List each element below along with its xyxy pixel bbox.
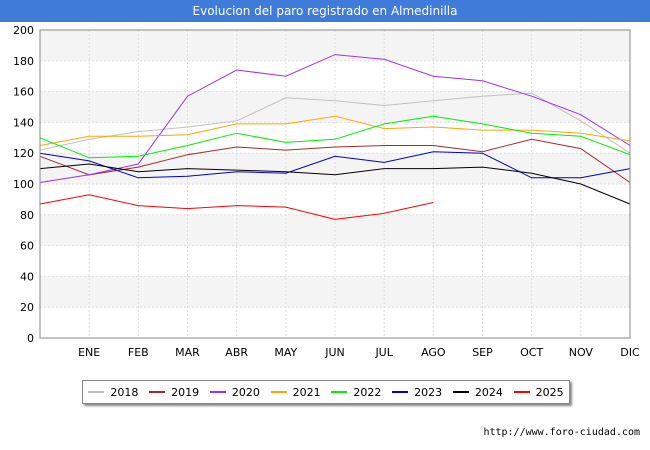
- y-tick-label: 80: [20, 209, 34, 222]
- line-chart: 0 20 40 60 80 100 120 140 160 180 200 ENE FEB MAR ABR…: [13, 24, 640, 359]
- y-axis-ticks: 0 20 40 60 80 100 120 140 160 180 200: [13, 24, 34, 345]
- x-tick-label: ABR: [225, 346, 248, 359]
- x-tick-label: JUL: [374, 346, 393, 359]
- legend-swatch: [392, 391, 409, 393]
- legend-swatch: [452, 391, 469, 393]
- x-tick-label: SEP: [472, 346, 493, 359]
- series-line-2024: [39, 163, 631, 205]
- x-tick-label: JUN: [324, 346, 345, 359]
- legend-item-2025: 2025: [513, 385, 564, 399]
- legend-swatch: [331, 391, 348, 393]
- x-tick-label: NOV: [569, 346, 594, 359]
- legend-item-2021: 2021: [270, 385, 321, 399]
- series-line-2022: [39, 115, 631, 159]
- series-line-2023: [39, 151, 631, 179]
- series-lines: [39, 54, 631, 220]
- series-line-2025: [39, 194, 434, 220]
- legend-swatch: [209, 391, 226, 393]
- legend-label: 2018: [110, 385, 139, 399]
- legend-item-2022: 2022: [331, 386, 381, 399]
- x-tick-label: DIC: [620, 346, 640, 359]
- series-line-2019: [39, 138, 631, 183]
- legend-item-2019: 2019: [149, 386, 199, 399]
- y-tick-label: 0: [27, 332, 34, 345]
- legend-item-2018: 2018: [88, 386, 138, 399]
- legend-label: 2022: [353, 385, 382, 399]
- x-tick-label: MAY: [274, 346, 297, 359]
- legend-item-2023: 2023: [392, 386, 442, 399]
- x-tick-label: OCT: [520, 346, 543, 359]
- series-line-2021: [39, 115, 631, 146]
- legend-label: 2019: [171, 385, 200, 399]
- legend: 2018 2019 2020 2021 2022 2023 2024 2025: [82, 380, 570, 404]
- legend-swatch: [270, 391, 287, 393]
- legend-label: 2021: [292, 385, 321, 399]
- legend-swatch: [513, 391, 530, 393]
- x-tick-label: MAR: [175, 346, 200, 359]
- series-line-2018: [39, 92, 631, 154]
- x-tick-label: FEB: [128, 346, 149, 359]
- legend-swatch: [88, 391, 105, 393]
- legend-label: 2024: [474, 385, 503, 399]
- y-tick-label: 60: [20, 240, 34, 253]
- legend-label: 2020: [231, 385, 260, 399]
- y-tick-label: 160: [13, 86, 34, 99]
- y-tick-label: 100: [13, 178, 34, 191]
- legend-item-2020: 2020: [209, 385, 260, 399]
- x-axis-ticks: ENE FEB MAR ABR MAY JUN JUL AGO SEP OCT NOV DIC: [78, 346, 640, 359]
- y-tick-label: 140: [13, 116, 34, 129]
- y-tick-label: 120: [13, 147, 34, 160]
- legend-label: 2025: [535, 385, 564, 399]
- source-credit: http://www.foro-ciudad.com: [483, 427, 640, 438]
- legend-item-2024: 2024: [452, 385, 503, 399]
- x-tick-label: ENE: [78, 346, 100, 359]
- y-tick-label: 40: [20, 270, 34, 283]
- x-tick-label: AGO: [421, 346, 446, 359]
- legend-swatch: [149, 391, 166, 393]
- y-tick-label: 20: [20, 301, 34, 314]
- y-tick-label: 200: [13, 24, 34, 37]
- series-line-2020: [39, 54, 631, 183]
- plot-frame: [39, 29, 631, 339]
- chart-title: Evolucion del paro registrado en Almedin…: [0, 0, 650, 22]
- y-tick-label: 180: [13, 55, 34, 68]
- legend-label: 2023: [414, 385, 443, 399]
